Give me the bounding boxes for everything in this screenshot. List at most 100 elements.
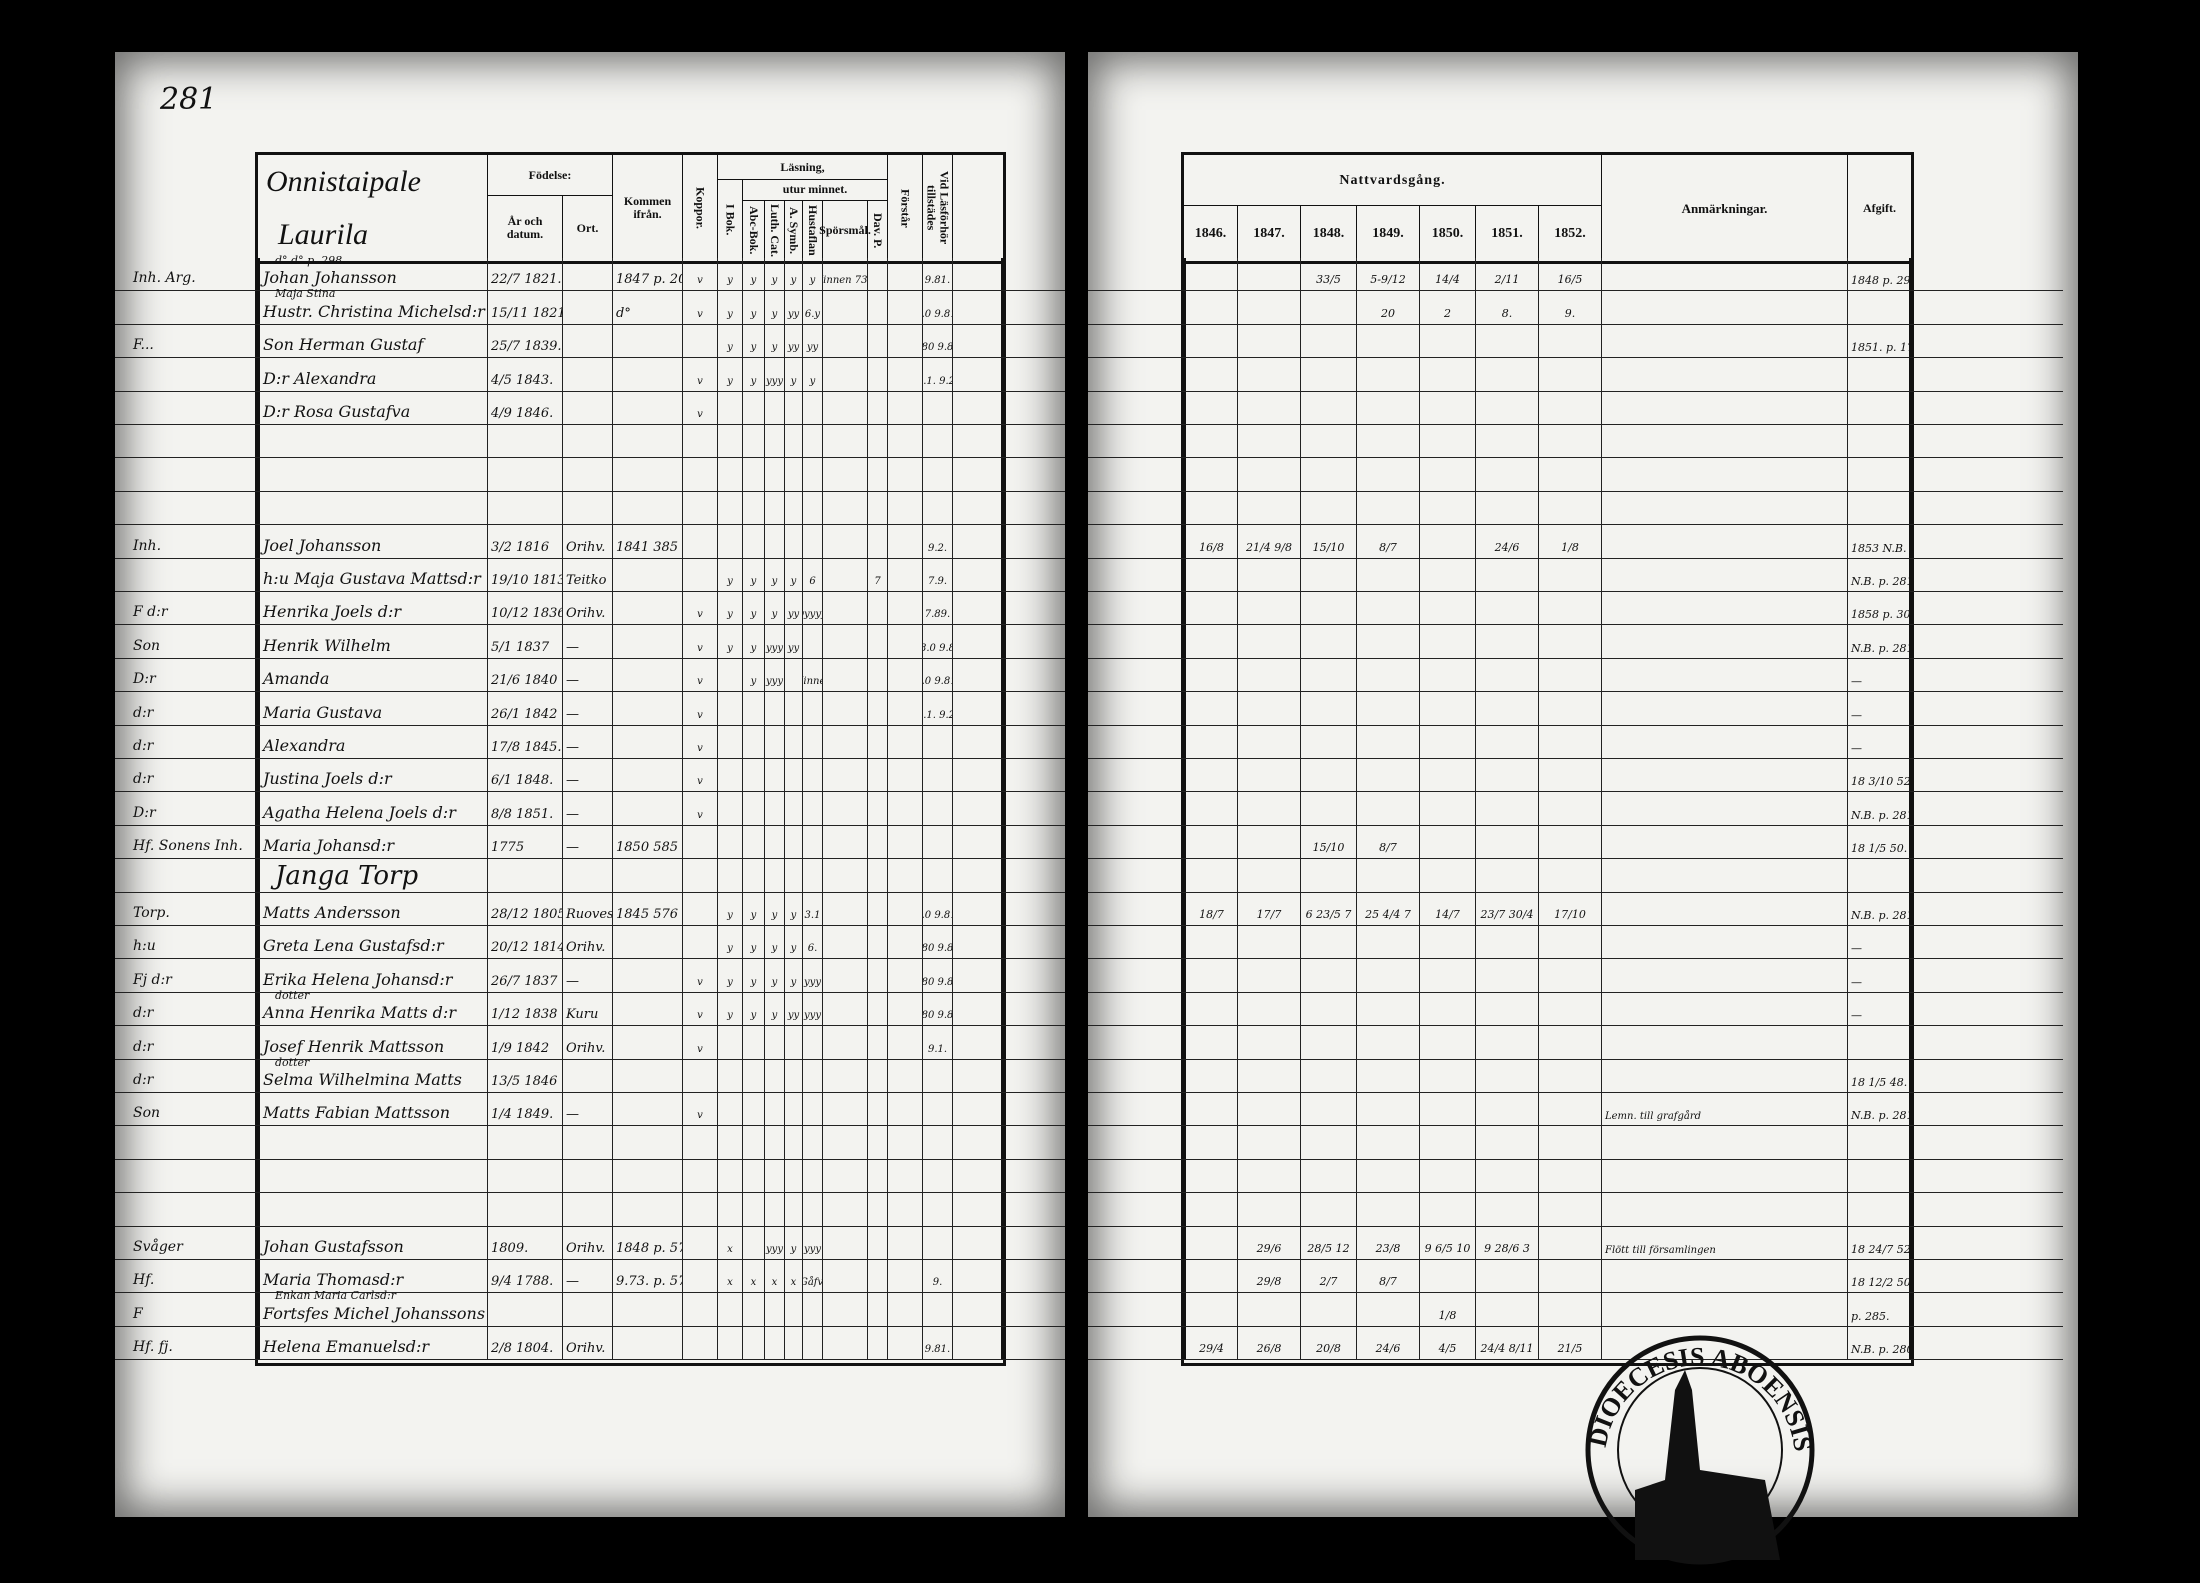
reading-mark	[803, 1059, 823, 1092]
margin-annotation: Hf. fj.	[133, 1339, 173, 1356]
departure-note: N.B. p. 281.	[1848, 625, 1911, 658]
reading-mark	[765, 792, 785, 825]
reading-mark	[888, 558, 923, 591]
communion-date	[1301, 992, 1357, 1026]
reading-mark	[823, 926, 868, 959]
communion-date: 16/5	[1539, 258, 1602, 291]
cell-kommen	[613, 859, 683, 892]
reading-mark	[868, 525, 888, 558]
reading-mark: y	[785, 558, 803, 591]
communion-date	[1301, 692, 1357, 725]
cell-born: 1775	[488, 825, 563, 859]
communion-date	[1184, 692, 1238, 725]
register-row: h:u Maja Gustava Mattsd:r 19/10 1813 Teitk…	[115, 558, 1065, 592]
reading-mark	[888, 391, 923, 424]
cell-name: Maria Thomasd:r	[258, 1260, 488, 1293]
reading-mark	[718, 792, 743, 825]
communion-date	[1184, 1193, 1238, 1226]
remark	[1602, 391, 1848, 424]
communion-date	[1420, 992, 1476, 1026]
reading-mark	[743, 525, 765, 558]
cell-extra	[953, 324, 1003, 358]
reading-mark	[823, 1326, 868, 1360]
departure-note: 18 24/7 52.	[1848, 1226, 1911, 1259]
reading-mark: v	[683, 725, 718, 758]
cell-name: Selma Wilhelmina Matts	[258, 1059, 488, 1092]
communion-date	[1238, 1193, 1301, 1226]
reading-mark	[888, 692, 923, 725]
reading-mark	[743, 1126, 765, 1159]
communion-date	[1238, 625, 1301, 658]
reading-mark	[785, 491, 803, 525]
cell-ort: Teitko	[563, 558, 613, 591]
cell-extra	[953, 825, 1003, 859]
margin-annotation: F d:r	[133, 604, 168, 621]
reading-mark: y	[803, 358, 823, 391]
reading-mark: v	[683, 1093, 718, 1126]
reading-mark: Gåfv.	[803, 1260, 823, 1293]
communion-date: 33/5	[1301, 258, 1357, 291]
cell-kommen	[613, 592, 683, 625]
left-register-page: 281 Onnistaipale Laurila Födelse: År och…	[115, 52, 1065, 1517]
cell-kommen: 1841 385	[613, 525, 683, 558]
reading-mark	[743, 1226, 765, 1259]
cell-kommen	[613, 1126, 683, 1159]
reading-mark	[718, 1026, 743, 1059]
remark	[1602, 458, 1848, 491]
reading-mark: 7	[868, 558, 888, 591]
reading-mark	[683, 926, 718, 959]
communion-date	[1357, 1093, 1420, 1126]
communion-date	[1184, 625, 1238, 658]
header-year-date: År och datum.	[488, 195, 563, 261]
cell-born	[488, 1193, 563, 1226]
reading-mark	[718, 525, 743, 558]
reading-mark	[803, 1159, 823, 1193]
communion-date	[1420, 625, 1476, 658]
cell-born: 19/10 1813	[488, 558, 563, 591]
communion-date	[1539, 1226, 1602, 1259]
reading-mark	[923, 391, 953, 424]
reading-mark	[683, 1293, 718, 1326]
cell-ort	[563, 859, 613, 892]
header-smallpox: Koppor.	[683, 155, 718, 261]
communion-date	[1420, 1059, 1476, 1092]
margin-annotation: Son	[133, 637, 161, 654]
communion-row	[1088, 1126, 2063, 1160]
departure-note: 18 1/5 48.	[1848, 1059, 1911, 1092]
cell-kommen	[613, 324, 683, 358]
reading-mark	[868, 391, 888, 424]
communion-date	[1357, 491, 1420, 525]
reading-mark: y	[718, 892, 743, 925]
communion-date	[1420, 1126, 1476, 1159]
cell-extra	[953, 291, 1003, 324]
cell-kommen	[613, 1059, 683, 1092]
communion-date	[1184, 258, 1238, 291]
cell-born: 15/11 1821.	[488, 291, 563, 324]
communion-date	[1476, 1193, 1539, 1226]
cell-name	[258, 425, 488, 458]
reading-mark	[868, 992, 888, 1026]
reading-mark	[923, 1093, 953, 1126]
reading-mark	[743, 1059, 765, 1092]
reading-mark	[718, 425, 743, 458]
remark	[1602, 258, 1848, 291]
cell-kommen: 1850 585	[613, 825, 683, 859]
reading-mark: x	[718, 1226, 743, 1259]
reading-mark	[923, 825, 953, 859]
reading-mark: y	[765, 892, 785, 925]
remark: Lemn. till grafgård	[1602, 1093, 1848, 1126]
cell-born: 9/4 1788.	[488, 1260, 563, 1293]
header-dav-p: Dav. P.	[868, 200, 888, 261]
communion-date	[1357, 391, 1420, 424]
reading-mark	[823, 625, 868, 658]
cell-ort	[563, 258, 613, 291]
communion-date	[1539, 458, 1602, 491]
header-remarks: Anmärkningar.	[1602, 155, 1848, 261]
church-silhouette-icon	[1635, 1370, 1780, 1560]
remark	[1602, 825, 1848, 859]
diocese-stamp: DIOECESIS ABOENSIS	[1583, 1335, 1818, 1565]
reading-mark	[785, 425, 803, 458]
reading-mark	[823, 1059, 868, 1092]
margin-annotation: D:r	[133, 671, 156, 688]
